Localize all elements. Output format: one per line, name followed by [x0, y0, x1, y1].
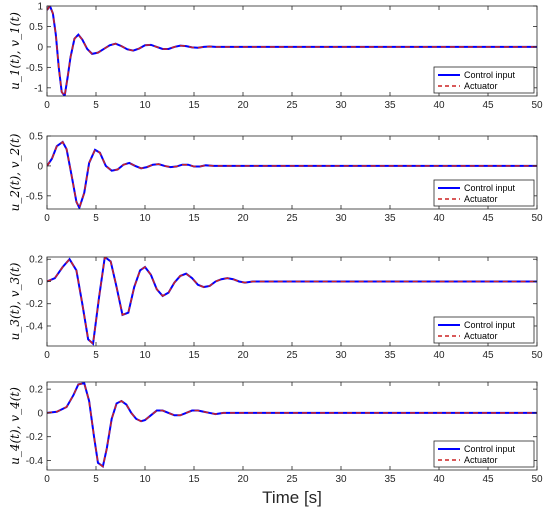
legend-label-actuator: Actuator	[464, 331, 498, 341]
y-tick-label: -0.5	[26, 63, 44, 74]
x-tick-label: 15	[188, 474, 200, 485]
series-line-actuator	[47, 6, 537, 96]
x-tick-label: 40	[433, 100, 445, 111]
legend-box	[433, 316, 535, 344]
x-tick-label: 45	[482, 213, 494, 224]
x-tick-label: 5	[93, 100, 99, 111]
x-tick-label: 30	[335, 213, 347, 224]
x-tick-label: 35	[384, 100, 396, 111]
x-tick-label: 20	[237, 350, 249, 361]
legend-box	[433, 66, 535, 94]
y-tick-label: 0	[37, 408, 43, 419]
x-tick-label: 25	[286, 474, 298, 485]
legend-label-control-input: Control input	[464, 444, 516, 454]
y-axis-label: u_4(t), v_4(t)	[8, 387, 22, 465]
x-tick-label: 50	[531, 213, 543, 224]
x-tick-label: 0	[44, 213, 50, 224]
x-tick-label: 40	[433, 213, 445, 224]
panel-4: 0 5 10 15 20 25 30 35 40 45 50 0.2 0 -0.2 -0.4 u_4(t), …	[8, 381, 543, 485]
x-tick-label: 5	[93, 474, 99, 485]
x-tick-label: 30	[335, 100, 347, 111]
x-tick-label: 0	[44, 474, 50, 485]
legend-label-control-input: Control input	[464, 320, 516, 330]
y-tick-label: -0.2	[26, 299, 44, 310]
x-tick-label: 10	[139, 100, 151, 111]
y-tick-label: 0.5	[29, 22, 43, 33]
x-tick-label: 50	[531, 474, 543, 485]
x-tick-label: 5	[93, 213, 99, 224]
x-tick-label: 20	[237, 213, 249, 224]
y-tick-label: 0.2	[29, 385, 43, 396]
series-line-actuator	[47, 257, 537, 346]
y-tick-label: 0	[37, 42, 43, 53]
x-tick-label: 10	[139, 474, 151, 485]
x-tick-label: 0	[44, 100, 50, 111]
x-tick-label: 35	[384, 474, 396, 485]
x-tick-label: 30	[335, 350, 347, 361]
x-tick-label: 15	[188, 213, 200, 224]
x-tick-label: 25	[286, 100, 298, 111]
x-tick-label: 35	[384, 213, 396, 224]
x-tick-label: 25	[286, 213, 298, 224]
legend-box	[433, 440, 535, 468]
x-tick-label: 50	[531, 350, 543, 361]
panel-1: 0 5 10 15 20 25 30 35 40 45 50 1 0.5 0 -0.5 -1 u_1(t), v…	[8, 2, 543, 112]
panel-2: 0 5 10 15 20 25 30 35 40 45 500.50-0.5u_2(t), v_2(…	[8, 132, 543, 225]
x-axis-title: Time [s]	[262, 488, 322, 507]
y-tick-label: 1	[37, 2, 43, 13]
y-tick-label: -1	[34, 83, 43, 94]
x-tick-label: 10	[139, 350, 151, 361]
y-tick-label: 0	[37, 161, 43, 172]
x-tick-label: 35	[384, 350, 396, 361]
x-tick-label: 30	[335, 474, 347, 485]
y-tick-label: -0.4	[26, 456, 44, 467]
x-tick-label: 15	[188, 100, 200, 111]
panel-3: 0 5 10 15 20 25 30 35 40 45 50 0.2 0 -0.2 -0.4 u_3(t), …	[8, 255, 543, 361]
legend-label-actuator: Actuator	[464, 81, 498, 91]
x-tick-label: 45	[482, 474, 494, 485]
x-tick-label: 45	[482, 100, 494, 111]
x-tick-label: 20	[237, 100, 249, 111]
x-tick-label: 25	[286, 350, 298, 361]
legend-label-control-input: Control input	[464, 183, 516, 193]
legend-label-actuator: Actuator	[464, 194, 498, 204]
y-tick-label: -0.2	[26, 432, 44, 443]
series-line-actuator	[47, 382, 537, 468]
y-tick-label: 0	[37, 277, 43, 288]
x-tick-label: 45	[482, 350, 494, 361]
x-tick-label: 50	[531, 100, 543, 111]
x-tick-label: 10	[139, 213, 151, 224]
x-tick-label: 20	[237, 474, 249, 485]
x-tick-label: 0	[44, 350, 50, 361]
y-tick-label: 0.5	[29, 132, 43, 143]
x-tick-label: 15	[188, 350, 200, 361]
y-tick-label: -0.4	[26, 321, 44, 332]
y-tick-label: 0.2	[29, 255, 43, 266]
x-tick-label: 40	[433, 350, 445, 361]
y-axis-label: u_1(t), v_1(t)	[8, 12, 22, 90]
y-axis-label: u_2(t), v_2(t)	[8, 133, 22, 211]
series-line-actuator	[47, 140, 537, 209]
legend-label-control-input: Control input	[464, 70, 516, 80]
y-axis-label: u_3(t), v_3(t)	[8, 262, 22, 340]
legend-box	[433, 179, 535, 207]
x-tick-label: 5	[93, 350, 99, 361]
x-tick-label: 40	[433, 474, 445, 485]
y-tick-label: -0.5	[26, 191, 44, 202]
legend-label-actuator: Actuator	[464, 455, 498, 465]
